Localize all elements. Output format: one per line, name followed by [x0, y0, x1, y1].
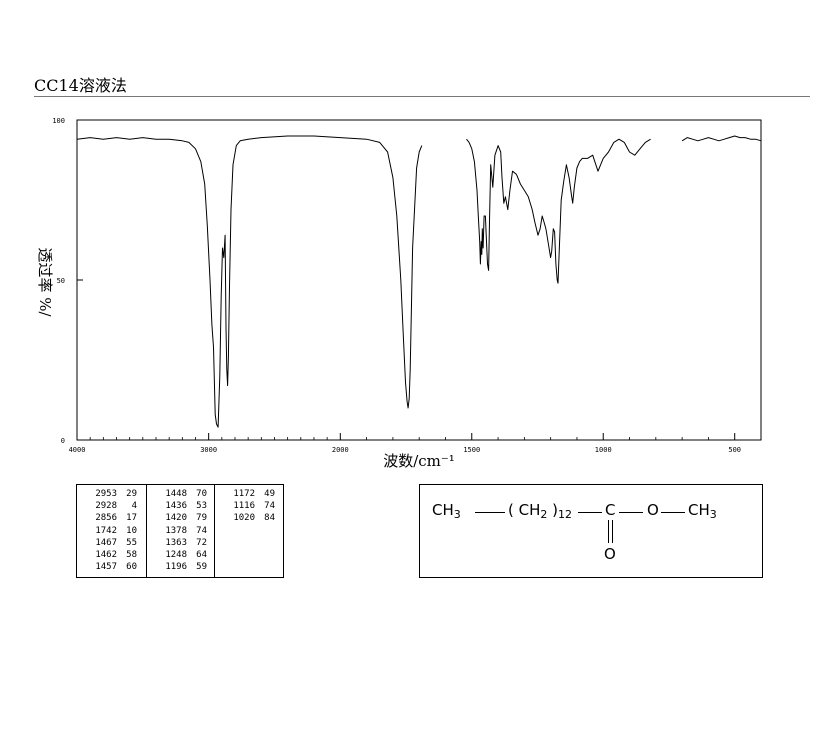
peak-row: 1248 64 [153, 549, 214, 561]
y-tick-label: 50 [57, 277, 65, 285]
spectrum-line [76, 135, 423, 428]
peak-column: 1448 70 1436 53 1420 79 1378 74 1363 72 1248 64 1196… [147, 485, 215, 577]
carbonyl-oxygen: O [604, 545, 616, 563]
bond-line [578, 512, 602, 513]
peak-wavenumber: 1420 [165, 513, 187, 524]
double-bond-line [612, 520, 613, 543]
peak-transmittance: 84 [264, 513, 275, 524]
peak-transmittance: 59 [196, 562, 207, 573]
methyl-left: CH3 [432, 501, 461, 521]
peak-row: 1363 72 [153, 537, 214, 549]
ester-oxygen: O [647, 501, 659, 519]
spectrum-line [466, 138, 651, 284]
peak-wavenumber: 1467 [95, 537, 117, 548]
label-layer: 4000 3000 2000 1500 1000 500 0 50 100 波数/cm⁻¹ 透过率 … [36, 117, 741, 470]
double-bond-line [608, 520, 609, 543]
x-tick-label: 4000 [69, 446, 86, 454]
plot-frame [76, 119, 762, 441]
structure-formula-box: CH3 ( CH2 )12 C O CH3 O [419, 484, 763, 578]
peak-wavenumber: 1378 [165, 525, 187, 536]
header-divider [34, 96, 810, 97]
y-tick-label: 0 [61, 437, 65, 445]
methylene-group: ( CH2 )12 [508, 501, 573, 521]
peak-row: 1196 59 [153, 561, 214, 573]
peak-transmittance: 10 [126, 525, 137, 536]
peak-row: 2953 29 [83, 488, 146, 500]
peak-table: 2953 29 2928 4 2856 17 1742 10 1467 55 1462 58 1457 6… [76, 484, 284, 578]
peak-wavenumber: 1363 [165, 537, 187, 548]
peak-row: 2856 17 [83, 512, 146, 524]
spectrum-line [681, 135, 762, 142]
peak-row: 1436 53 [153, 500, 214, 512]
peak-transmittance: 70 [196, 489, 207, 499]
y-axis-label: 透过率 %/ [36, 247, 54, 317]
x-tick-label: 1000 [595, 446, 612, 454]
peak-wavenumber: 2856 [95, 513, 117, 524]
peak-wavenumber: 1457 [95, 562, 117, 573]
peak-transmittance: 29 [126, 489, 137, 499]
peak-row: 1462 58 [83, 549, 146, 561]
series-layer [76, 135, 762, 428]
peak-row: 1467 55 [83, 537, 146, 549]
tick-layer [76, 119, 736, 441]
peak-column: 2953 29 2928 4 2856 17 1742 10 1467 55 1462 58 1457 6… [77, 485, 147, 577]
bond-line [475, 512, 505, 513]
peak-row: 1378 74 [153, 525, 214, 537]
peak-transmittance: 58 [126, 550, 137, 561]
peak-wavenumber: 1462 [95, 550, 117, 561]
peak-transmittance: 49 [264, 489, 275, 499]
peak-transmittance: 53 [196, 501, 207, 512]
bond-line [619, 512, 643, 513]
ir-spectrum-chart: 4000 3000 2000 1500 1000 500 0 50 100 波数/cm⁻¹ 透过率 … [36, 117, 762, 470]
x-axis-label: 波数/cm⁻¹ [383, 452, 455, 470]
peak-row: 1020 84 [221, 512, 283, 524]
peak-row: 1742 10 [83, 525, 146, 537]
peak-row: 1116 74 [221, 500, 283, 512]
peak-row: 1448 70 [153, 488, 214, 500]
peak-transmittance: 64 [196, 550, 207, 561]
x-tick-label: 500 [728, 446, 741, 454]
peak-wavenumber: 2953 [95, 489, 117, 499]
methyl-right: CH3 [688, 501, 717, 521]
peak-wavenumber: 1448 [165, 489, 187, 499]
x-tick-label: 2000 [332, 446, 349, 454]
peak-transmittance: 4 [131, 501, 137, 512]
y-tick-label: 100 [52, 117, 65, 125]
peak-transmittance: 74 [196, 525, 207, 536]
page-title: CC14溶液法 [34, 76, 127, 95]
peak-transmittance: 72 [196, 537, 207, 548]
bond-line [661, 512, 685, 513]
peak-row: 1172 49 [221, 488, 283, 500]
peak-wavenumber: 1742 [95, 525, 117, 536]
peak-transmittance: 60 [126, 562, 137, 573]
peak-wavenumber: 1020 [233, 513, 255, 524]
peak-transmittance: 55 [126, 537, 137, 548]
peak-transmittance: 79 [196, 513, 207, 524]
peak-wavenumber: 1436 [165, 501, 187, 512]
peak-column: 1172 49 1116 74 1020 84 [215, 485, 283, 577]
peak-wavenumber: 1248 [165, 550, 187, 561]
peak-wavenumber: 1116 [233, 501, 255, 512]
x-tick-label: 1500 [463, 446, 480, 454]
peak-wavenumber: 2928 [95, 501, 117, 512]
peak-row: 1457 60 [83, 561, 146, 573]
carbonyl-carbon: C [605, 501, 616, 519]
peak-transmittance: 74 [264, 501, 275, 512]
peak-transmittance: 17 [126, 513, 137, 524]
peak-row: 2928 4 [83, 500, 146, 512]
peak-wavenumber: 1172 [233, 489, 255, 499]
x-tick-label: 3000 [200, 446, 217, 454]
peak-wavenumber: 1196 [165, 562, 187, 573]
peak-row: 1420 79 [153, 512, 214, 524]
